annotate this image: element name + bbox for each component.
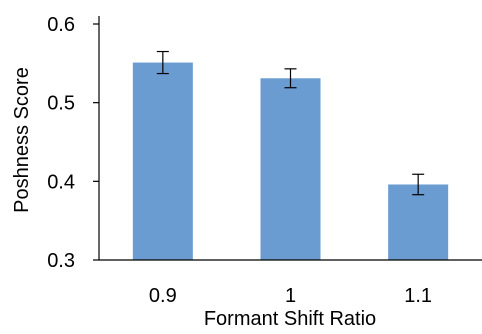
error-bar-1.1 [412, 173, 425, 196]
bars-layer [132, 62, 449, 261]
y-ticks-layer: 0.3 0.4 0.5 0.6 [47, 14, 99, 272]
x-ticks-layer: 0.9 1 1.1 [149, 285, 432, 307]
x-axis-title: Formant Shift Ratio [204, 308, 376, 329]
y-tick-label: 0.4 [47, 171, 75, 193]
bar-1 [260, 78, 321, 260]
bar-1.1 [388, 184, 449, 260]
bar-0.9 [132, 62, 193, 261]
y-tick-label: 0.3 [47, 250, 75, 272]
error-bar-0.9 [156, 50, 169, 75]
y-tick-label: 0.6 [47, 14, 75, 36]
x-tick-label: 1.1 [404, 285, 432, 307]
error-bar-1 [284, 68, 297, 89]
x-tick-label: 0.9 [149, 285, 177, 307]
y-tick-label: 0.5 [47, 93, 75, 115]
errorbars-layer [156, 50, 425, 196]
x-tick-label: 1 [285, 285, 296, 307]
y-axis-title: Poshness Score [11, 67, 33, 213]
